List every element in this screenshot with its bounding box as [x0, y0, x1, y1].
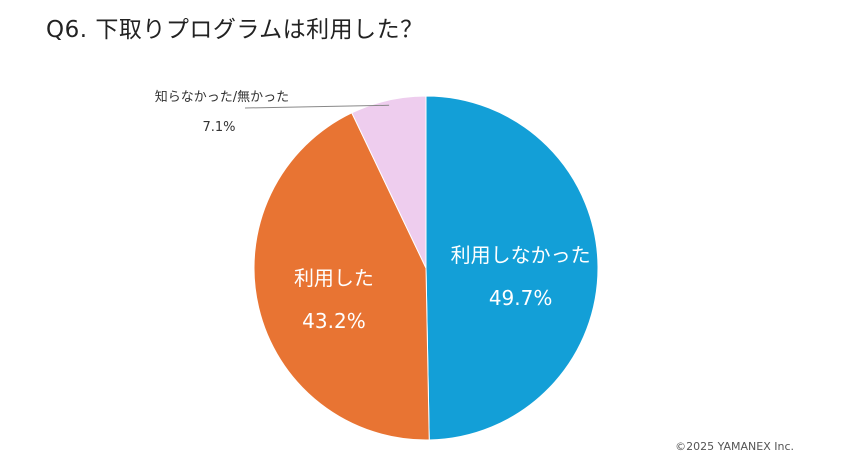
slice-value: 43.2% — [302, 309, 366, 333]
chart-title: Q6. 下取りプログラムは利用した？ — [46, 17, 424, 43]
pie-slice-2 — [351, 95, 427, 269]
slice-value: 49.7% — [489, 286, 553, 310]
slice-label: 知らなかった/無かった — [155, 89, 289, 105]
pie-slice-1 — [253, 112, 430, 441]
pie-slice-0 — [425, 95, 599, 441]
slice-label: 利用した — [294, 266, 374, 290]
slice-value: 7.1% — [202, 120, 235, 135]
slice-label: 利用しなかった — [451, 243, 591, 267]
copyright: ©2025 YAMANEX Inc. — [675, 440, 794, 453]
leader-line — [244, 104, 390, 109]
